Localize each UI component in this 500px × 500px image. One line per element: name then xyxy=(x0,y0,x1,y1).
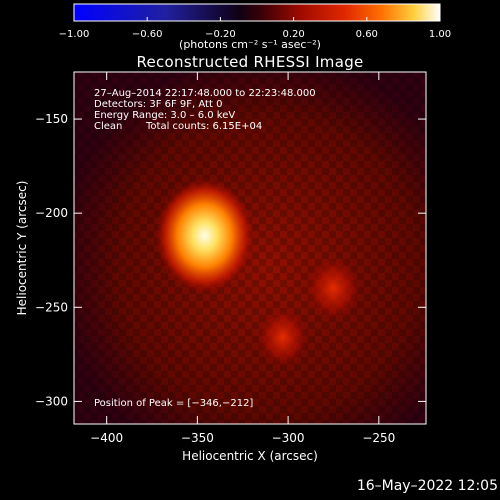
colorbar-tick-label: 0.60 xyxy=(356,29,378,40)
image-area xyxy=(74,72,426,424)
chart-title: Reconstructed RHESSI Image xyxy=(136,53,364,71)
colorbar-gradient xyxy=(73,3,441,22)
timestamp: 16–May–2022 12:05 xyxy=(356,478,498,494)
colorbar: −1.00 −0.60 −0.20 0.20 0.60 1.00 xyxy=(59,3,451,40)
y-tick-label: −200 xyxy=(35,206,68,220)
detectors-text: Detectors: 3F 6F 9F, Att 0 xyxy=(94,99,223,110)
total-counts-text: Total counts: 6.15E+04 xyxy=(146,121,263,132)
colorbar-tick-label: 0.20 xyxy=(282,29,304,40)
plot-frame xyxy=(73,71,427,425)
colorbar-tick-label: −0.60 xyxy=(132,29,163,40)
secondary-source xyxy=(256,306,310,369)
x-tick-label: −400 xyxy=(90,431,123,445)
energy-range-text: Energy Range: 3.0 – 6.0 keV xyxy=(94,110,236,121)
time-range-text: 27–Aug–2014 22:17:48.000 to 22:23:48.000 xyxy=(94,88,316,99)
y-tick-label: −250 xyxy=(35,300,68,314)
x-tick-label: −350 xyxy=(181,431,214,445)
colorbar-unit-label: (photons cm⁻² s⁻¹ asec⁻²) xyxy=(179,38,321,51)
y-tick-label: −150 xyxy=(35,112,68,126)
axis-ticks: −400 −350 −300 −250 −150 −200 −250 −300 xyxy=(35,72,426,445)
y-tick-label: −300 xyxy=(35,394,68,408)
peak-source xyxy=(155,178,255,293)
colorbar-tick-label: −0.20 xyxy=(205,29,236,40)
colorbar-tick-label: 1.00 xyxy=(429,29,451,40)
colorbar-tick-label: −1.00 xyxy=(59,29,90,40)
peak-position-text: Position of Peak = [−346,−212] xyxy=(94,398,254,409)
x-tick-label: −300 xyxy=(272,431,305,445)
secondary-source xyxy=(304,255,362,322)
y-axis-label: Heliocentric Y (arcsec) xyxy=(15,181,29,316)
x-tick-label: −250 xyxy=(362,431,395,445)
x-axis-label: Heliocentric X (arcsec) xyxy=(182,449,318,463)
clean-text: Clean xyxy=(94,121,123,132)
colorbar-ticks: −1.00 −0.60 −0.20 0.20 0.60 1.00 xyxy=(59,17,451,40)
